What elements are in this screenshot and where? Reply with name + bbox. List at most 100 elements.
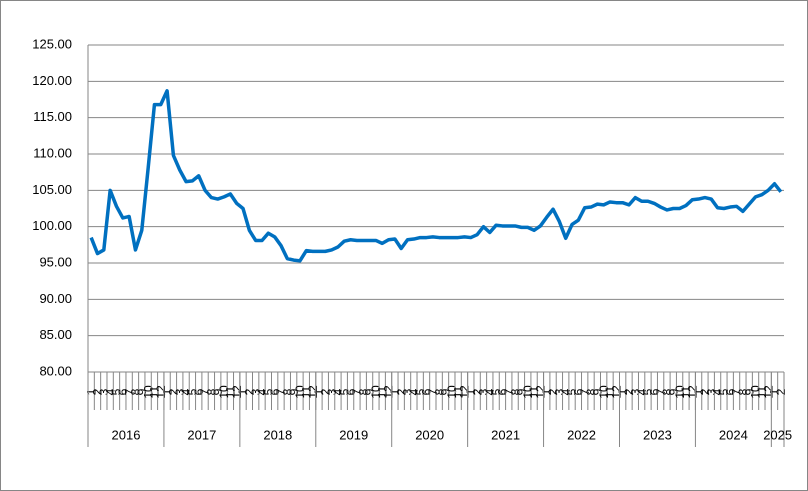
year-label: 2024: [719, 427, 748, 442]
x-tick-label: 1: [236, 388, 250, 395]
x-tick-label: 7: [198, 388, 212, 395]
x-tick-label: 2: [698, 388, 712, 395]
x-tick-label: 11: [451, 385, 465, 398]
x-tick-label: 3: [628, 388, 642, 395]
x-tick-label: 12: [154, 385, 168, 399]
x-tick-label: 3: [553, 388, 567, 395]
x-tick-label: 1: [388, 388, 402, 395]
x-tick-label: 10: [749, 385, 763, 399]
y-tick-label: 110.00: [33, 145, 72, 160]
x-tick-label: 3: [97, 388, 111, 395]
x-tick-label: 3: [173, 388, 187, 395]
x-tick-label: 5: [261, 388, 275, 395]
x-tick-label: 4: [407, 388, 421, 395]
x-tick-label: 8: [508, 388, 522, 395]
year-label: 2021: [491, 427, 520, 442]
x-tick-label: 2: [394, 388, 408, 395]
x-tick-label: 7: [426, 388, 440, 395]
x-tick-label: 8: [356, 388, 370, 395]
y-tick-label: 95.00: [39, 254, 72, 269]
x-tick-label: 7: [502, 388, 516, 395]
x-tick-label: 10: [217, 385, 231, 399]
x-tick-label: 3: [325, 388, 339, 395]
year-label: 2025: [763, 427, 792, 442]
x-tick-label: 12: [685, 385, 699, 399]
x-tick-label: 6: [192, 388, 206, 395]
x-tick-label: 3: [401, 388, 415, 395]
x-tick-label: 5: [489, 388, 503, 395]
x-tick-label: 2: [318, 388, 332, 395]
x-tick-label: 5: [717, 388, 731, 395]
x-tick-label: 11: [755, 385, 769, 398]
x-tick-label: 8: [432, 388, 446, 395]
x-tick-label: 2: [774, 388, 788, 395]
x-tick-label: 7: [578, 388, 592, 395]
x-tick-label: 5: [565, 388, 579, 395]
x-tick-label: 10: [369, 385, 383, 399]
x-tick-label: 11: [603, 385, 617, 398]
x-tick-label: 8: [205, 388, 219, 395]
x-tick-label: 6: [723, 388, 737, 395]
x-tick-label: 12: [609, 385, 623, 399]
x-tick-label: 4: [483, 388, 497, 395]
x-tick-label: 9: [211, 388, 225, 395]
x-tick-label: 5: [337, 388, 351, 395]
x-tick-label: 10: [445, 385, 459, 399]
x-tick-label: 9: [439, 388, 453, 395]
x-tick-label: 6: [420, 388, 434, 395]
x-tick-label: 7: [274, 388, 288, 395]
x-tick-label: 5: [641, 388, 655, 395]
x-tick-label: 4: [559, 388, 573, 395]
x-tick-label: 12: [230, 385, 244, 399]
y-tick-label: 80.00: [39, 363, 72, 378]
year-label: 2020: [415, 427, 444, 442]
x-tick-label: 3: [477, 388, 491, 395]
x-tick-label: 11: [679, 385, 693, 398]
x-tick-label: 6: [647, 388, 661, 395]
x-tick-label: 1: [160, 388, 174, 395]
year-label: 2016: [112, 427, 141, 442]
x-tick-label: 9: [742, 388, 756, 395]
x-tick-label: 4: [635, 388, 649, 395]
x-tick-label: 1: [464, 388, 478, 395]
x-tick-label: 11: [527, 385, 541, 398]
y-tick-label: 105.00: [32, 182, 72, 197]
x-tick-label: 1: [312, 388, 326, 395]
x-tick-label: 9: [363, 388, 377, 395]
x-tick-label: 2: [243, 388, 257, 395]
x-tick-label: 1: [768, 388, 782, 395]
x-tick-label: 11: [375, 385, 389, 398]
x-tick-label: 6: [496, 388, 510, 395]
x-tick-label: 11: [148, 385, 162, 398]
x-tick-label: 12: [534, 385, 548, 399]
x-tick-label: 3: [249, 388, 263, 395]
year-label: 2022: [567, 427, 596, 442]
x-tick-label: 9: [135, 388, 149, 395]
x-tick-label: 9: [666, 388, 680, 395]
x-tick-label: 4: [255, 388, 269, 395]
x-tick-label: 7: [730, 388, 744, 395]
x-tick-label: 12: [761, 385, 775, 399]
x-tick-label: 2: [470, 388, 484, 395]
x-tick-label: 8: [660, 388, 674, 395]
data-line: [89, 89, 783, 263]
x-tick-label: 10: [673, 385, 687, 399]
x-tick-label: 4: [179, 388, 193, 395]
x-tick-label: 8: [736, 388, 750, 395]
x-tick-label: 6: [268, 388, 282, 395]
x-tick-label: 10: [141, 385, 155, 399]
x-tick-label: 2: [91, 388, 105, 395]
y-tick-label: 90.00: [39, 291, 72, 306]
x-tick-label: 9: [591, 388, 605, 395]
x-tick-label: 8: [129, 388, 143, 395]
x-tick-label: 6: [344, 388, 358, 395]
x-tick-label: 5: [186, 388, 200, 395]
year-label: 2018: [263, 427, 292, 442]
year-label: 2019: [339, 427, 368, 442]
x-tick-label: 7: [350, 388, 364, 395]
x-tick-label: 8: [280, 388, 294, 395]
x-tick-label: 1: [692, 388, 706, 395]
x-tick-label: 3: [704, 388, 718, 395]
x-tick-label: 7: [654, 388, 668, 395]
x-tick-label: 5: [110, 388, 124, 395]
